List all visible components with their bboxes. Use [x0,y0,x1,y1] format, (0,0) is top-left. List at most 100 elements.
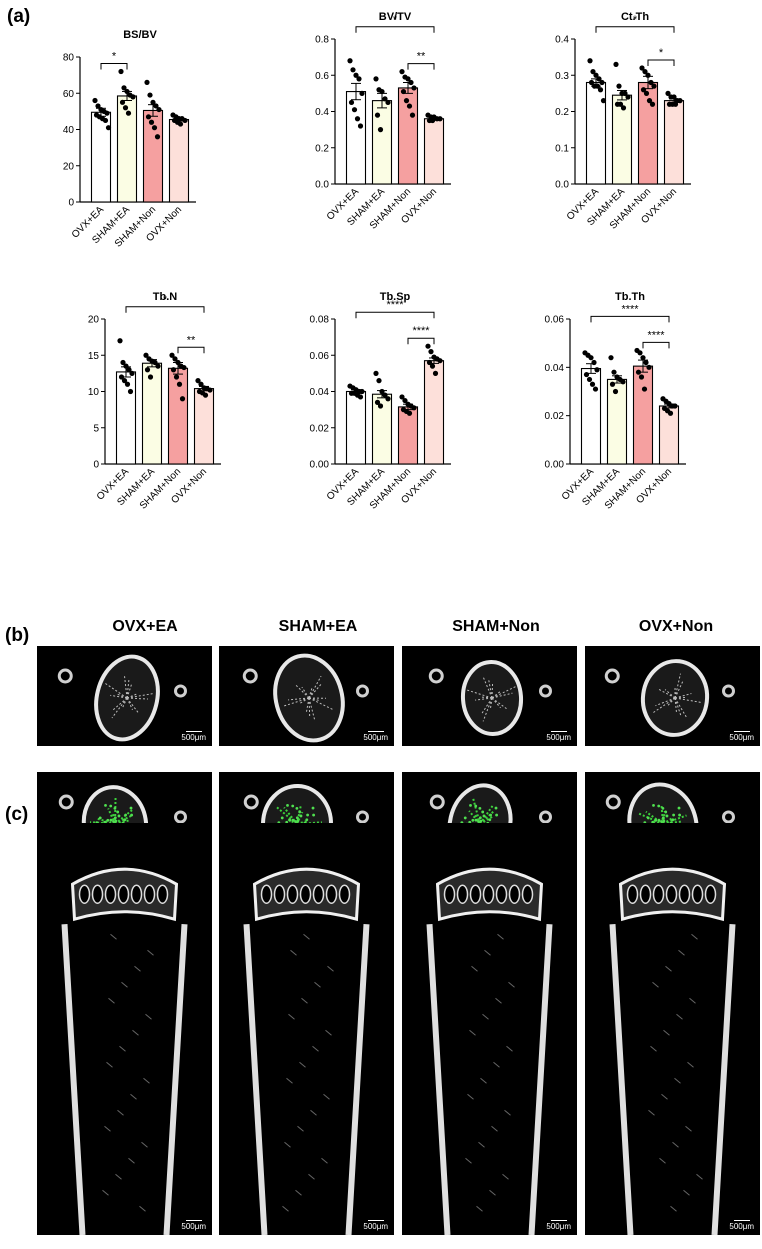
data-point [600,98,607,104]
bar-sham-non [637,81,659,185]
data-point [374,399,381,405]
y-tick-label: 0.00 [310,460,330,471]
data-point [667,410,674,416]
scale-bar: 500μm [181,731,206,742]
scale-bar-label: 500μm [181,1222,206,1231]
data-point [677,98,683,104]
data-point [590,69,596,75]
micro-ct-image-longitudinal-ovx-non: 500μm [585,823,760,1235]
data-point [357,394,364,400]
column-title-ovx-non: OVX+Non [638,618,714,635]
data-point [373,370,379,376]
data-point [104,110,110,116]
data-point [638,374,645,380]
chart-title-tb-n: Tb.N [153,291,177,303]
panel-label-c: (c) [5,804,29,825]
significance-label: **** [647,329,665,341]
panel-label-b: (b) [5,625,30,646]
scale-bar: 500μm [363,1220,388,1231]
data-point [437,116,443,122]
data-point [373,76,379,82]
data-point [592,386,599,392]
data-point [172,356,178,362]
data-point [374,112,381,118]
data-point [385,396,391,402]
y-tick-label: 10 [88,387,100,398]
data-point [379,388,385,395]
data-point [432,370,439,376]
y-tick-label: 80 [63,53,75,64]
data-point [594,367,600,373]
data-point [646,364,652,370]
y-tick-label: 0.06 [545,315,565,326]
scale-bar-line [185,1220,202,1221]
data-point [648,79,654,86]
chart-title-tb-th: Tb.Th [615,291,645,303]
scale-bar-label: 500μm [729,1222,754,1231]
scale-bar-label: 500μm [546,1222,571,1231]
data-point [643,90,650,96]
y-tick-label: 0 [93,460,99,471]
significance-bracket [355,26,435,33]
bar-ovx-ea [345,91,367,185]
data-point [402,397,408,404]
data-point [350,67,356,73]
data-point [376,378,382,384]
data-point [437,358,443,364]
data-point [665,90,671,96]
data-point [126,367,132,373]
column-title-ovx-ea: OVX+EA [112,618,178,635]
data-point [359,388,365,395]
data-point [144,367,151,373]
significance-label: **** [412,325,430,337]
micro-ct-image-raw-ovx-non: 500μm [585,646,760,746]
data-point [429,117,436,124]
data-point [179,396,186,402]
data-point [642,69,648,75]
y-tick-label: 60 [63,89,75,100]
data-point [382,96,388,102]
data-point [377,403,384,409]
micro-ct-image-longitudinal-sham-ea: 500μm [219,823,394,1235]
data-point [123,363,129,369]
data-point [637,350,643,356]
significance-label: * [112,51,117,63]
y-tick-label: 0.0 [315,180,329,191]
data-point [92,97,98,104]
data-point [377,127,384,133]
micro-ct-image-longitudinal-sham-non: 500μm [402,823,577,1235]
significance-label: * [659,47,664,59]
data-point [429,363,436,369]
data-point [406,410,413,416]
bar-ovx-non [423,118,445,185]
data-point [169,352,175,358]
significance-bracket [647,59,675,66]
data-point [144,79,150,85]
data-point [672,403,678,409]
data-point [120,359,126,366]
scale-bar: 500μm [181,1220,206,1231]
significance-label: **** [386,299,404,311]
y-tick-label: 0.02 [545,411,565,422]
data-point [617,101,624,107]
significance-label: ** [187,334,196,346]
bar-ovx-non [663,100,685,185]
y-tick-label: 0.4 [315,107,329,118]
data-point [616,83,622,89]
data-point [130,94,136,100]
y-tick-label: 0.04 [310,387,330,398]
scale-bar-label: 500μm [363,1222,388,1231]
data-point [143,352,149,358]
data-point [347,58,353,64]
data-point [102,117,109,124]
data-point [351,107,358,113]
data-point [207,387,213,393]
data-point [649,101,656,107]
bar-ovx-non [168,118,190,203]
y-tick-label: 0.2 [315,143,329,154]
bar-ovx-ea [345,390,367,465]
scale-bar: 500μm [363,731,388,742]
data-point [357,123,364,129]
data-point [635,369,642,375]
data-point [403,98,410,104]
